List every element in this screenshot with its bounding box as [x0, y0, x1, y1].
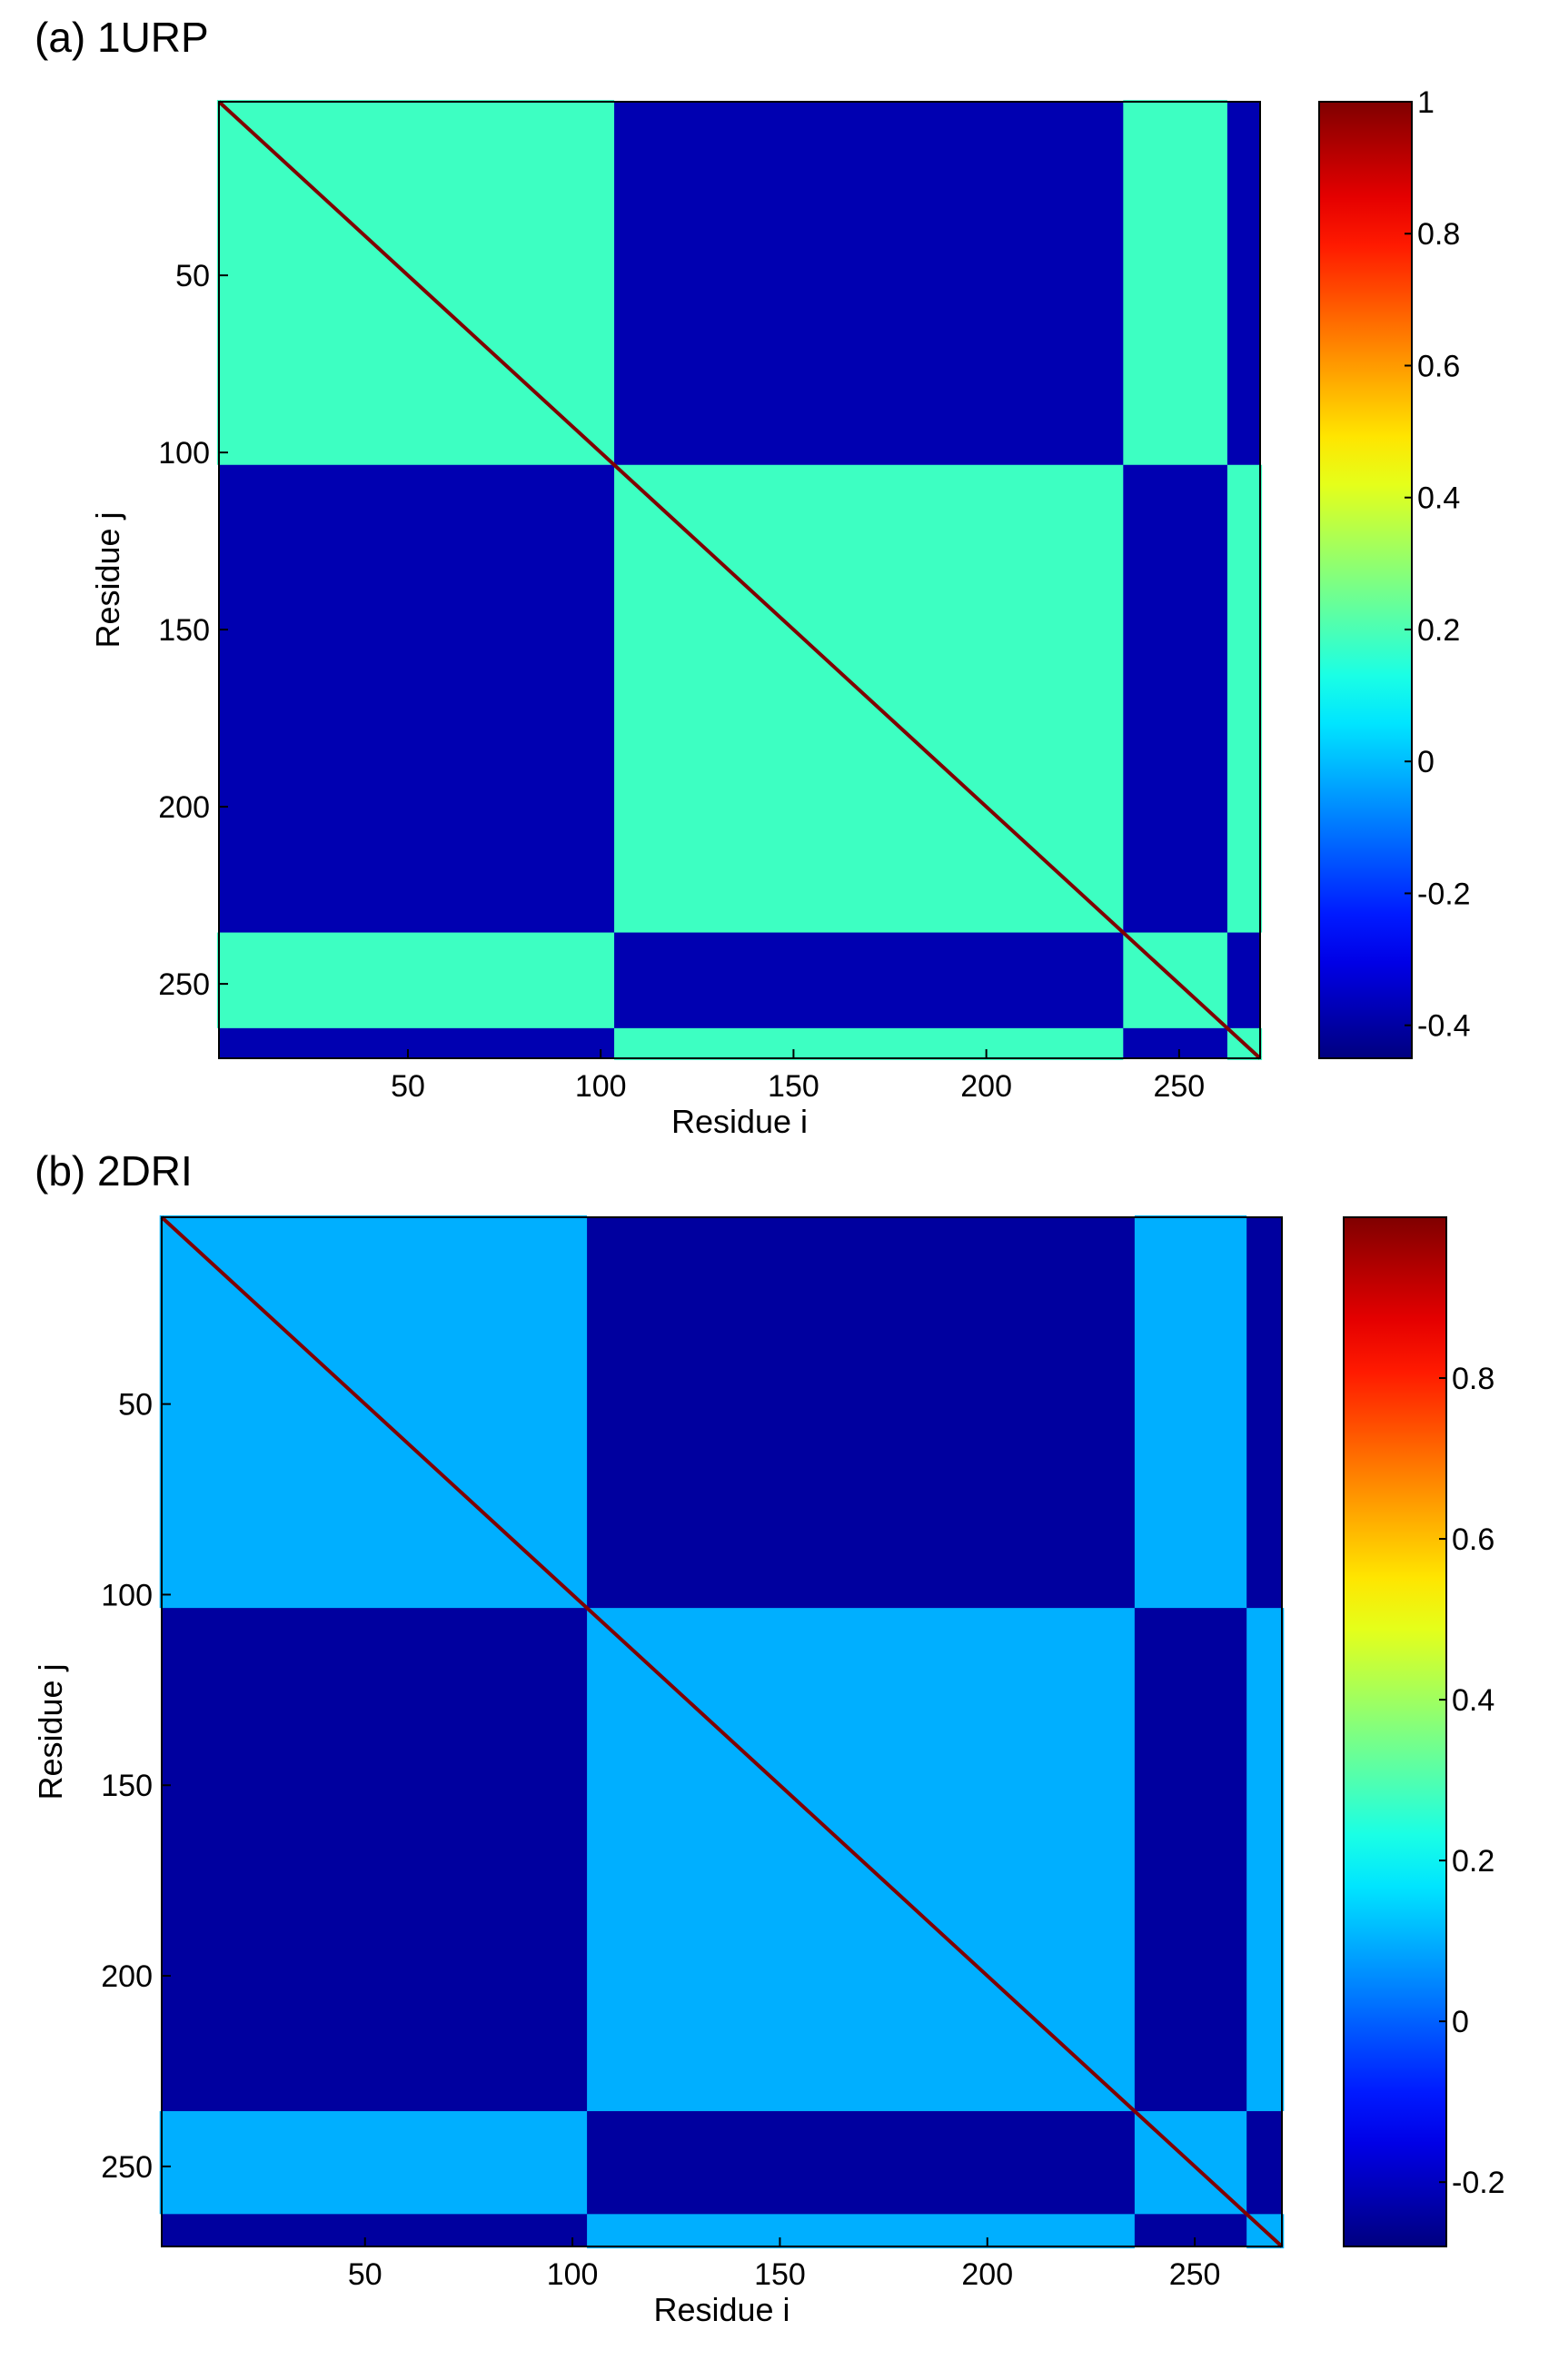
- y-tick-label-b-200: 200: [101, 1959, 153, 1994]
- colorbar-tick-label-a-1: 0.8: [1417, 217, 1460, 252]
- colorbar-tick-label-b-1: 0.6: [1452, 1522, 1494, 1557]
- x-tick-label-b-100: 100: [547, 2257, 599, 2292]
- x-tick-label-b-250: 250: [1169, 2257, 1221, 2292]
- colorbar-tick-label-a-5: 0: [1417, 745, 1435, 779]
- x-tick-label-b-150: 150: [754, 2257, 806, 2292]
- heatmap-a-diagonal: [217, 100, 1262, 1060]
- y-tick-label-a-250: 250: [158, 967, 210, 1002]
- heatmap-a-frame: [218, 101, 1261, 1059]
- y-tick-label-a-200: 200: [158, 790, 210, 825]
- heatmap-b-block-4-2: [1246, 1608, 1285, 2112]
- panel-b-title: (b) 2DRI: [35, 1147, 193, 1195]
- heatmap-a-block-3-1: [1123, 100, 1227, 465]
- x-tick-label-a-100: 100: [575, 1069, 627, 1104]
- heatmap-a-block-1-3: [216, 932, 615, 1028]
- x-axis-label-a: Residue i: [671, 1103, 808, 1140]
- panel-a-heatmap: [216, 100, 1263, 1060]
- y-tick-label-a-100: 100: [158, 436, 210, 471]
- panel-a-title: (a) 1URP: [35, 14, 209, 61]
- y-tick-label-a-150: 150: [158, 613, 210, 648]
- colorbar-tick-label-a-4: 0.2: [1417, 613, 1460, 648]
- y-tick-label-b-50: 50: [118, 1388, 153, 1423]
- colorbar-tick-label-b-4: 0: [1452, 2005, 1469, 2039]
- heatmap-b-diagonal: [160, 1215, 1284, 2248]
- colorbar-tick-label-a-0: 1: [1417, 85, 1435, 120]
- y-tick-label-b-150: 150: [101, 1769, 153, 1803]
- x-tick-label-a-150: 150: [768, 1069, 819, 1104]
- colorbar-b: [1343, 1216, 1447, 2247]
- x-tick-label-a-250: 250: [1153, 1069, 1205, 1104]
- colorbar-a: [1318, 101, 1413, 1059]
- x-tick-label-b-200: 200: [961, 2257, 1013, 2292]
- x-tick-label-a-200: 200: [960, 1069, 1012, 1104]
- x-tick-label-a-50: 50: [391, 1069, 425, 1104]
- colorbar-tick-label-a-7: -0.4: [1417, 1009, 1471, 1044]
- colorbar-tick-label-b-5: -0.2: [1452, 2166, 1505, 2200]
- heatmap-a-block-2-4: [614, 1027, 1124, 1060]
- y-tick-label-a-50: 50: [175, 259, 210, 293]
- colorbar-tick-label-a-6: -0.2: [1417, 877, 1471, 911]
- y-axis-label-b: Residue j: [32, 1663, 69, 1800]
- colorbar-tick-label-b-2: 0.4: [1452, 1683, 1494, 1718]
- heatmap-b-block-2-4: [587, 2214, 1135, 2249]
- heatmap-a-block-4-2: [1226, 464, 1263, 933]
- x-axis-label-b: Residue i: [653, 2291, 789, 2328]
- colorbar-tick-label-a-3: 0.4: [1417, 481, 1460, 516]
- colorbar-tick-label-b-3: 0.2: [1452, 1844, 1494, 1879]
- y-tick-label-b-250: 250: [101, 2150, 153, 2185]
- colorbar-tick-label-a-2: 0.6: [1417, 349, 1460, 383]
- x-tick-label-b-50: 50: [348, 2257, 382, 2292]
- colorbar-tick-label-b-0: 0.8: [1452, 1362, 1494, 1396]
- panel-b-heatmap: [159, 1215, 1285, 2249]
- heatmap-b-block-3-1: [1134, 1215, 1247, 1609]
- y-axis-label-a: Residue j: [89, 511, 126, 648]
- y-tick-label-b-100: 100: [101, 1578, 153, 1612]
- heatmap-b-block-1-3: [159, 2111, 588, 2215]
- heatmap-b-frame: [161, 1216, 1283, 2247]
